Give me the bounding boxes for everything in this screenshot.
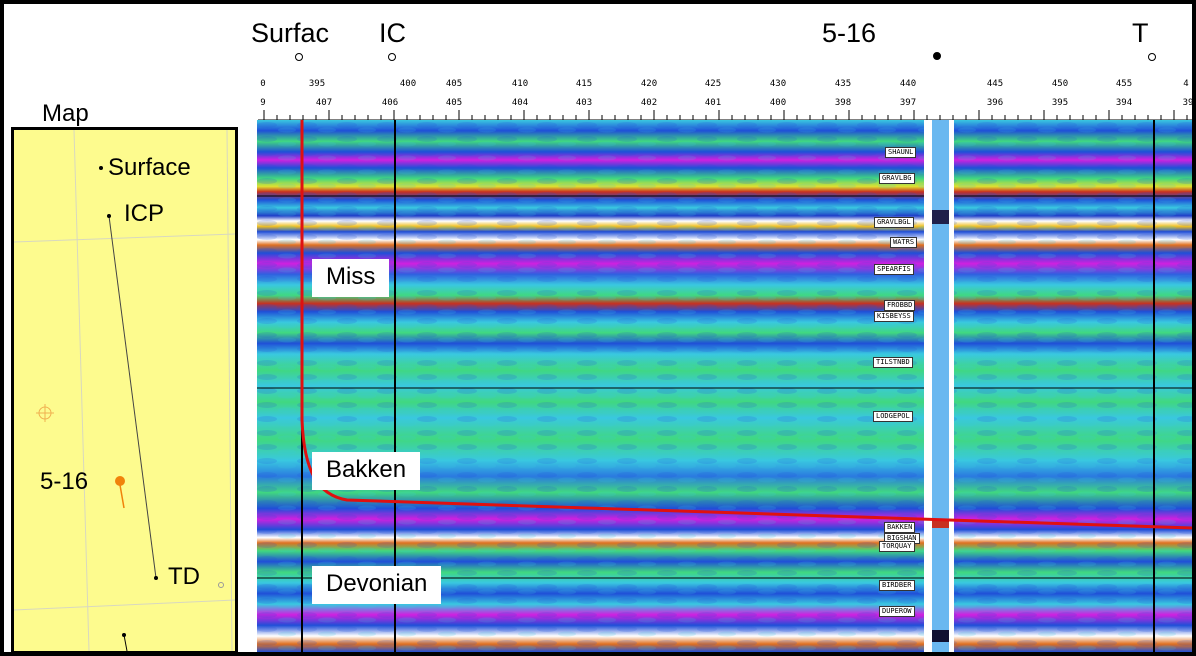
trace-scale-ruler: 0 395 400 405 410 415 420 425 430 435 44…	[258, 74, 1192, 124]
depth-number: 395	[1051, 98, 1069, 108]
depth-number: 405	[445, 98, 463, 108]
formation-tag[interactable]: GRAVLBGL	[874, 217, 914, 228]
depth-number: 396	[986, 98, 1004, 108]
depth-number: 407	[315, 98, 333, 108]
map-surface-label: Surface	[108, 154, 191, 181]
depth-number: 397	[899, 98, 917, 108]
td-marker-icon	[1148, 53, 1156, 61]
trace-number: 445	[986, 79, 1004, 89]
formation-tag[interactable]: LODGEPOL	[873, 411, 913, 422]
surface-marker-icon	[295, 53, 303, 61]
zone-label-miss: Miss	[312, 259, 390, 297]
formation-tag[interactable]: GRAVLBG	[879, 173, 915, 184]
formation-tag[interactable]: TORQUAY	[879, 541, 915, 552]
seismic-canvas	[257, 120, 1192, 652]
formation-tag[interactable]: SHAUNL	[885, 147, 917, 158]
depth-number: 394	[1115, 98, 1133, 108]
icp-marker-icon	[388, 53, 396, 61]
zone-label-devonian: Devonian	[312, 566, 442, 604]
depth-number: 400	[769, 98, 787, 108]
depth-number: 401	[704, 98, 722, 108]
trace-number: 4	[1183, 79, 1189, 89]
depth-number: 406	[381, 98, 399, 108]
depth-number: 9	[260, 98, 266, 108]
formation-tag[interactable]: BIRDBER	[879, 580, 915, 591]
surface-top-label: Surfac	[251, 18, 330, 48]
formation-tag[interactable]: FROBBD	[884, 300, 916, 311]
zone-label-bakken: Bakken	[312, 452, 421, 490]
depth-number: 402	[640, 98, 658, 108]
trace-number: 455	[1115, 79, 1133, 89]
depth-number: 404	[511, 98, 529, 108]
trace-number: 405	[445, 79, 463, 89]
formation-tag[interactable]: TILSTNBD	[873, 357, 913, 368]
trace-number: 395	[308, 79, 326, 89]
trace-number: 435	[834, 79, 852, 89]
trace-number: 0	[260, 79, 266, 89]
depth-number: 39	[1182, 98, 1194, 108]
trace-number: 425	[704, 79, 722, 89]
depth-number: 403	[575, 98, 593, 108]
trace-number: 440	[899, 79, 917, 89]
well-marker-icon	[933, 52, 941, 60]
td-top-label: T	[1132, 18, 1149, 48]
formation-tag[interactable]: WATRS	[890, 237, 918, 248]
map-well-label: 5-16	[40, 468, 89, 495]
trace-number: 430	[769, 79, 787, 89]
formation-tag[interactable]: DUPEROW	[879, 606, 915, 617]
trace-number: 450	[1051, 79, 1069, 89]
formation-tag[interactable]: BAKKEN	[884, 522, 916, 533]
formation-tag[interactable]: SPEARFIS	[874, 264, 914, 275]
icp-top-label: IC	[379, 18, 406, 48]
formation-tag[interactable]: KISBEYSS	[874, 311, 914, 322]
well-top-label: 5-16	[822, 18, 877, 48]
trace-number: 410	[511, 79, 529, 89]
map-panel[interactable]: Surface ICP 5-16 TD	[11, 127, 238, 652]
trace-number: 415	[575, 79, 593, 89]
trace-number: 400	[399, 79, 417, 89]
trace-number: 420	[640, 79, 658, 89]
map-canvas	[14, 130, 235, 651]
depth-number: 398	[834, 98, 852, 108]
map-icp-label: ICP	[124, 200, 165, 227]
map-title: Map	[42, 100, 89, 127]
seismic-section[interactable]: Miss Bakken Devonian SHAUNL GRAVLBG GRAV…	[257, 120, 1192, 652]
map-td-label: TD	[168, 563, 200, 590]
